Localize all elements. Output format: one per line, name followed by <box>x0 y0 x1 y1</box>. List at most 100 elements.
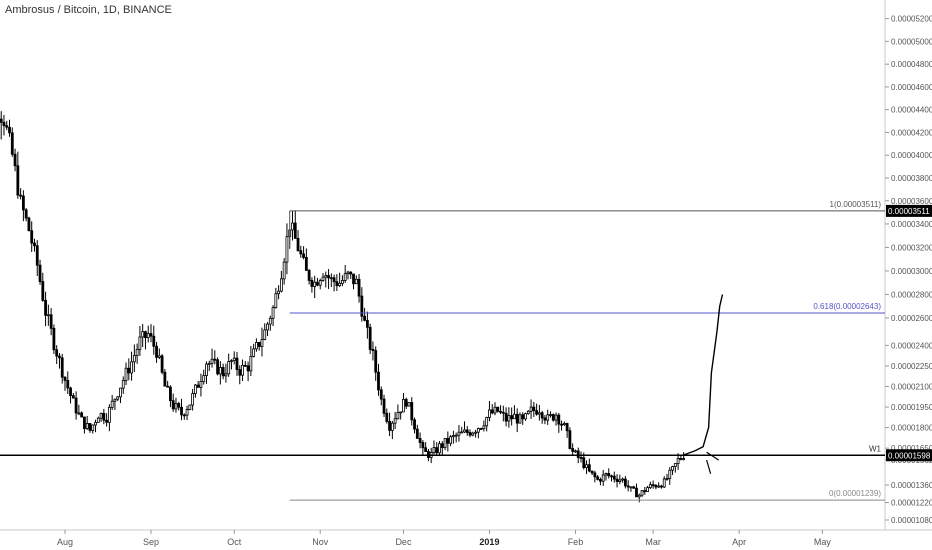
candle-body <box>230 360 233 363</box>
candle-body <box>443 438 447 448</box>
level-label: W1 <box>869 444 882 453</box>
candle-body <box>193 384 197 394</box>
candle-body <box>33 242 36 247</box>
candle-body <box>396 411 400 420</box>
candle-body <box>58 355 61 359</box>
candle-body <box>96 417 100 423</box>
candle-body <box>596 476 600 480</box>
candle-body <box>438 443 441 454</box>
candle-body <box>371 349 375 351</box>
candle-body <box>132 355 136 363</box>
candle-body <box>166 385 170 388</box>
candle-body <box>657 485 661 488</box>
candle-body <box>623 478 627 487</box>
candle-body <box>329 277 333 280</box>
candle-body <box>266 323 269 331</box>
candle-body <box>171 400 175 410</box>
projection-path <box>683 294 724 456</box>
candle-body <box>163 371 167 387</box>
candle-body <box>612 475 616 480</box>
candle-body <box>435 447 439 454</box>
y-tick-label: 0.00004400 <box>891 106 932 115</box>
candle-body <box>27 217 31 232</box>
candle-body <box>268 317 272 325</box>
candle-body <box>543 417 547 421</box>
y-tick-label: 0.00001220 <box>891 499 932 508</box>
candle-body <box>662 478 666 488</box>
candle-body <box>368 326 372 350</box>
candle-body <box>341 280 344 284</box>
y-tick-label: 0.00002400 <box>891 341 932 350</box>
candle-body <box>49 314 53 329</box>
projection-mark <box>706 459 712 474</box>
candle-body <box>621 478 625 481</box>
candle-body <box>488 409 491 418</box>
candle-body <box>496 406 500 412</box>
candle-body <box>615 478 619 482</box>
candle-body <box>482 425 486 429</box>
candle-body <box>260 339 264 347</box>
candle-body <box>8 126 11 134</box>
candle-body <box>199 381 203 388</box>
candle-body <box>465 429 469 433</box>
candle-body <box>560 423 563 426</box>
candle-body <box>507 415 511 422</box>
candle-body <box>121 380 125 389</box>
candle-body <box>468 432 472 436</box>
candle-body <box>313 281 317 287</box>
candle-body <box>651 484 655 487</box>
candle-body <box>30 230 34 244</box>
candle-body <box>302 253 305 258</box>
candle-body <box>365 319 369 328</box>
candle-body <box>77 412 81 415</box>
candle-body <box>676 458 680 464</box>
candle-body <box>346 271 350 275</box>
x-tick-label: Oct <box>227 537 242 547</box>
candle-body <box>52 327 56 351</box>
candle-body <box>377 371 380 391</box>
candle-body <box>549 414 552 416</box>
candle-body <box>55 349 59 357</box>
candle-body <box>665 478 669 480</box>
candle-body <box>116 396 120 400</box>
candle-body <box>105 419 109 423</box>
candle-body <box>277 290 281 295</box>
candle-body <box>513 413 516 420</box>
x-tick-label: Dec <box>395 537 412 547</box>
candle-body <box>471 432 475 436</box>
candle-body <box>235 357 239 370</box>
level-label: 0(0.00001239) <box>829 489 881 498</box>
candle-body <box>216 359 219 375</box>
candle-body <box>415 428 419 439</box>
candle-body <box>310 280 314 287</box>
candle-body <box>388 420 391 431</box>
candle-body <box>526 410 530 415</box>
candle-body <box>13 153 17 167</box>
candle-body <box>352 273 355 285</box>
candle-body <box>402 398 405 413</box>
candle-body <box>418 437 422 443</box>
candle-body <box>476 428 480 433</box>
candle-body <box>660 485 663 488</box>
candle-body <box>679 458 683 460</box>
candle-body <box>451 435 455 438</box>
candle-body <box>421 442 425 449</box>
candle-body <box>601 474 605 482</box>
y-tick-label: 0.00004800 <box>891 60 932 69</box>
candle-body <box>454 434 458 437</box>
candle-body <box>285 236 289 263</box>
candle-body <box>399 411 403 414</box>
candle-body <box>360 295 364 317</box>
candle-body <box>654 485 658 488</box>
candle-body <box>460 431 464 434</box>
candle-body <box>293 222 297 239</box>
candle-body <box>629 486 633 489</box>
candle-body <box>191 393 195 406</box>
candle-body <box>540 412 544 419</box>
candle-body <box>218 367 222 375</box>
candle-body <box>196 384 200 388</box>
candle-body <box>327 275 330 279</box>
candle-body <box>38 264 42 282</box>
x-tick-label: 2019 <box>479 537 499 547</box>
